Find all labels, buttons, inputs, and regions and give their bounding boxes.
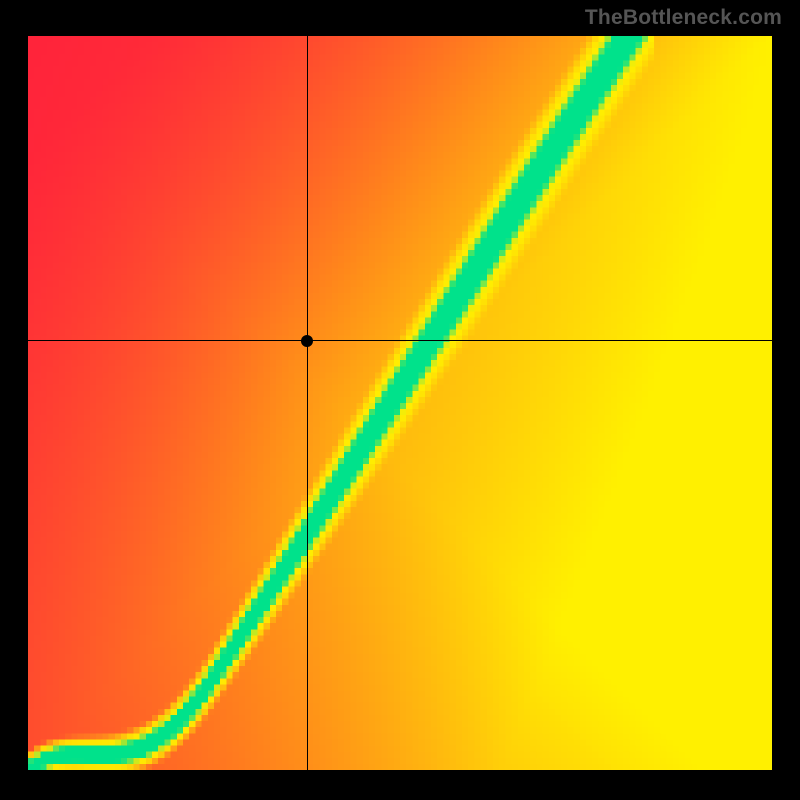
crosshair-vertical <box>307 36 308 770</box>
crosshair-horizontal <box>28 340 772 341</box>
marker-dot <box>301 335 313 347</box>
heatmap-plot <box>28 36 772 770</box>
heatmap-canvas <box>28 36 772 770</box>
figure-container: TheBottleneck.com <box>0 0 800 800</box>
watermark-text: TheBottleneck.com <box>585 6 782 30</box>
